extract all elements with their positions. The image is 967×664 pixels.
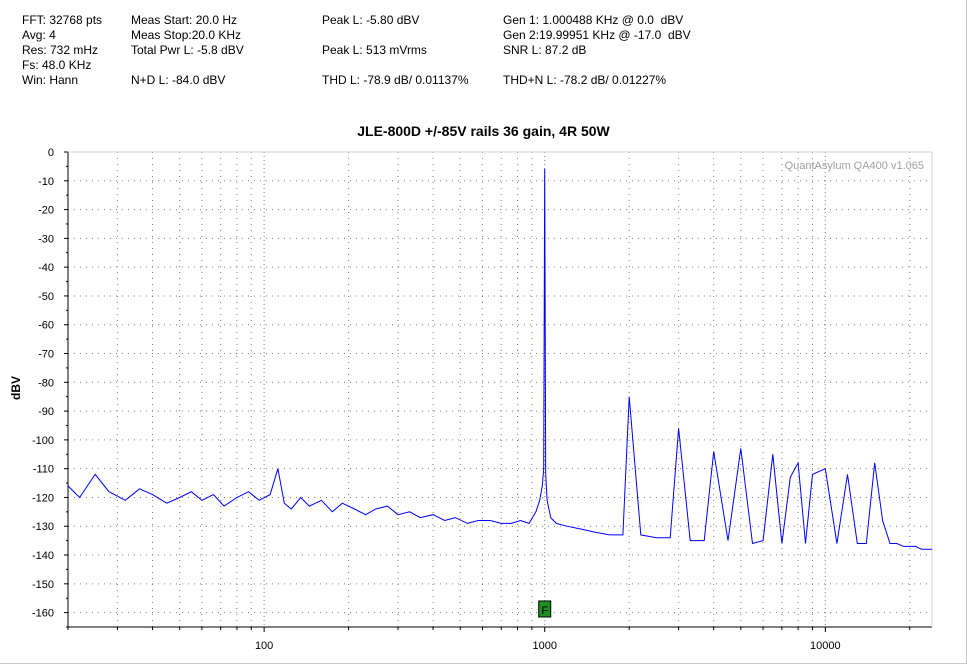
y-tick-label: -50: [38, 291, 54, 303]
y-tick-label: -60: [38, 320, 54, 332]
y-tick-label: -10: [38, 176, 54, 188]
avg-readout: Avg: 4: [22, 28, 56, 42]
nd-readout: N+D L: -84.0 dBV: [131, 73, 226, 87]
y-axis-label: dBV: [9, 376, 23, 400]
thdn-readout: THD+N L: -78.2 dB/ 0.01227%: [503, 73, 667, 87]
gen1-readout: Gen 1: 1.000488 KHz @ 0.0 dBV: [503, 13, 684, 27]
y-tick-label: -90: [38, 406, 54, 418]
chart-title: JLE-800D +/-85V rails 36 gain, 4R 50W: [357, 123, 610, 139]
y-tick-label: -120: [32, 492, 54, 504]
grid: [67, 151, 932, 627]
peak-vrms-readout: Peak L: 513 mVrms: [322, 43, 427, 57]
tick-labels: 0 -10 -20 -30 -40 -50 -60 -70 -80 -90 -100 -110 -120…: [32, 147, 841, 652]
x-tick-label: 100: [255, 640, 273, 652]
y-tick-label: -40: [38, 262, 54, 274]
trace-layer: [67, 168, 932, 550]
y-tick-label: -140: [32, 550, 54, 562]
peak-dbv-readout: Peak L: -5.80 dBV: [322, 13, 420, 27]
y-tick-label: -30: [38, 233, 54, 245]
y-tick-label: -160: [32, 608, 54, 620]
fft-readout: FFT: 32768 pts: [22, 13, 103, 27]
thd-readout: THD L: -78.9 dB/ 0.01137%: [322, 73, 469, 87]
y-tick-label: -20: [38, 205, 54, 217]
marker-label: F: [541, 605, 548, 617]
win-readout: Win: Hann: [22, 73, 79, 87]
fs-readout: Fs: 48.0 KHz: [22, 58, 92, 72]
y-tick-label: -130: [32, 521, 54, 533]
spectrum-trace: [67, 168, 932, 550]
total-pwr-readout: Total Pwr L: -5.8 dBV: [131, 43, 244, 57]
gen2-readout: Gen 2:19.99951 KHz @ -17.0 dBV: [503, 28, 691, 42]
axes: [64, 151, 933, 632]
y-tick-label: -70: [38, 349, 54, 361]
res-readout: Res: 732 mHz: [22, 43, 99, 57]
y-tick-label: -100: [32, 435, 54, 447]
y-tick-label: 0: [48, 147, 54, 159]
y-tick-label: -80: [38, 377, 54, 389]
y-tick-label: -110: [33, 464, 54, 476]
watermark: QuantAsylum QA400 v1.065: [785, 160, 924, 172]
x-tick-label: 1000: [532, 640, 556, 652]
snr-readout: SNR L: 87.2 dB: [503, 43, 587, 57]
marker-box: [538, 600, 552, 618]
frequency-marker[interactable]: F: [538, 600, 552, 618]
y-tick-label: -150: [32, 579, 54, 591]
meas-stop-readout: Meas Stop:20.0 KHz: [131, 28, 242, 42]
meas-start-readout: Meas Start: 20.0 Hz: [131, 13, 238, 27]
x-tick-label: 10000: [810, 640, 841, 652]
